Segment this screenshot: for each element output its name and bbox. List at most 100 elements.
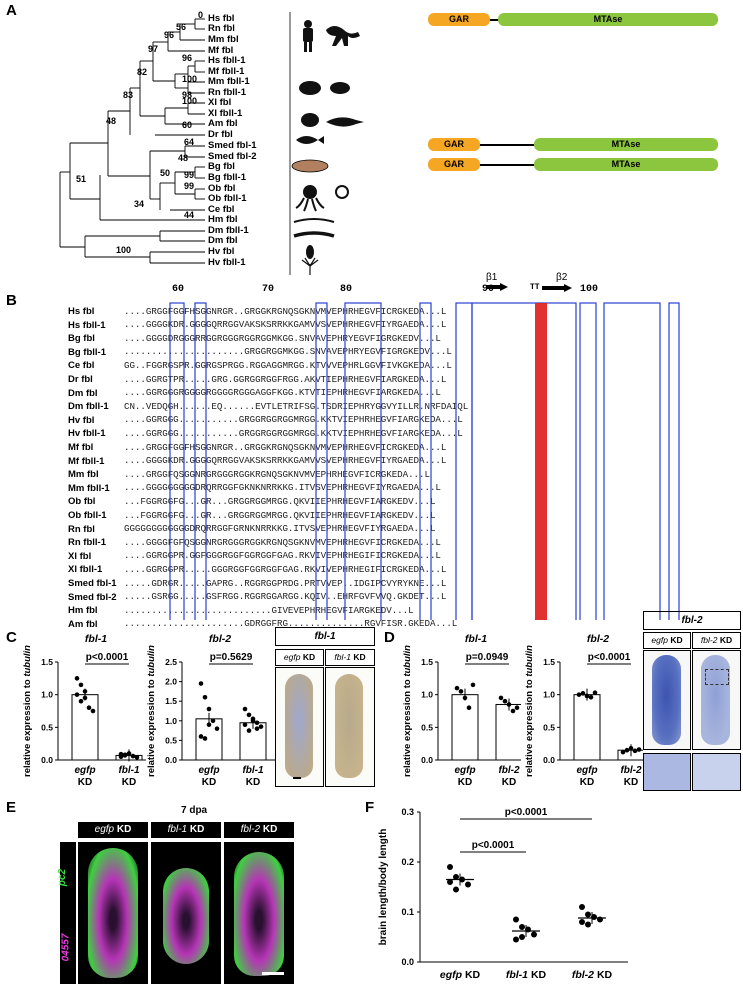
data-point bbox=[122, 753, 128, 758]
y-tick-label: 0.0 bbox=[421, 755, 433, 765]
x-category-label: egfp KD bbox=[440, 969, 481, 981]
stain-legend: pc2 04557 bbox=[57, 842, 76, 984]
hydra-silhouette-icon bbox=[301, 257, 319, 275]
sequence-row: ...FGGRGGFG...GR...GRGGRGGMRGG.QKVIIEPHR… bbox=[124, 509, 436, 521]
data-point bbox=[458, 689, 464, 694]
data-point bbox=[453, 874, 459, 880]
chart-f-brain-length: brain length/body length 0.0 0.1 0.2 0.3 egfp… bbox=[378, 807, 628, 981]
e-label-2: fbl-1 KD bbox=[151, 822, 221, 838]
planarian-fbl2-d-image bbox=[692, 650, 741, 750]
y-tick-label: 2.5 bbox=[165, 657, 177, 667]
taxon-label: Bg fbl bbox=[208, 161, 235, 172]
sequence-name: Xl fbl bbox=[68, 550, 92, 562]
image-c-label-1: egfp KD bbox=[275, 649, 324, 666]
p-value: p<0.0001 bbox=[472, 840, 515, 851]
taxon-label: Smed fbl-2 bbox=[208, 151, 257, 162]
bootstrap-value: 100 bbox=[182, 96, 197, 106]
data-point bbox=[78, 698, 84, 704]
chart-title: fbl-2 bbox=[587, 633, 609, 645]
p-value: p=0.0949 bbox=[466, 652, 509, 663]
sequence-name: Hm fbl bbox=[68, 605, 98, 617]
beta2-arrow-icon bbox=[541, 283, 572, 292]
ruler-tick: 90 bbox=[482, 284, 495, 295]
taxon-label: Mf fbl bbox=[208, 45, 234, 56]
taxon-label: Hs fbl bbox=[208, 13, 235, 24]
mtase-domain: MTAse bbox=[534, 138, 718, 151]
data-point bbox=[206, 706, 212, 712]
sequence-row: ....GGRGGG...........GRGGRGGRGGMRGG.KKTV… bbox=[124, 427, 463, 439]
e-label-3: fbl-2 KD bbox=[224, 822, 294, 838]
data-point bbox=[579, 904, 585, 910]
sequence-name: Xl fbll-1 bbox=[68, 564, 103, 576]
data-point bbox=[246, 728, 252, 733]
y-axis-label: relative expression to tubulin bbox=[146, 645, 157, 777]
chart-d-fbl1: fbl-1 relative expression to tubulin 0.0 0.… bbox=[402, 633, 521, 788]
sequence-name: Hs fbl bbox=[68, 306, 95, 317]
data-point bbox=[466, 705, 472, 711]
y-axis-label: relative expression to tubulin bbox=[402, 645, 413, 777]
taxon-label: Rn fbll-1 bbox=[208, 87, 246, 98]
data-point bbox=[498, 695, 504, 701]
data-point bbox=[214, 726, 220, 731]
bootstrap-value: 60 bbox=[182, 120, 192, 130]
sequence-name: Ob fbl bbox=[68, 496, 96, 508]
sequence-row: CN..VEDQGH......EQ......EVTLETRIFSG.TSDR… bbox=[124, 400, 469, 412]
sequence-name: Mm fbl bbox=[68, 469, 99, 481]
timepoint-label: 7 dpa bbox=[181, 805, 208, 816]
planarian-icon bbox=[291, 159, 329, 173]
beta2-label: β2 bbox=[556, 272, 568, 283]
bootstrap-value: 97 bbox=[148, 44, 158, 54]
image-d-label-2: fbl-2 KD bbox=[692, 632, 741, 649]
gar-domain: GAR bbox=[428, 138, 480, 151]
ruler-tick: 100 bbox=[580, 284, 599, 295]
sequence-name: Rn fbl bbox=[68, 523, 95, 535]
mtase-domain: MTAse bbox=[534, 158, 718, 171]
sequence-row: .....GSRGG.....GSFRGG.RGGRGGARGG.KQIV..E… bbox=[124, 591, 447, 603]
panel-label-e: E bbox=[6, 799, 17, 816]
taxon-label: Mm fbl bbox=[208, 34, 239, 45]
y-axis-label: relative expression to tubulin bbox=[22, 645, 33, 777]
sequence-row: ....GGGGDRGGGRRGGRGGGRGGRGGMKGG.SNVAVEPH… bbox=[124, 332, 441, 344]
data-point bbox=[624, 747, 630, 753]
sequence-row: ......................GDRGGFRG..........… bbox=[124, 618, 458, 630]
x-category-label: egfp bbox=[454, 765, 475, 776]
taxon-label: Smed fbl-1 bbox=[208, 140, 257, 151]
alignment-boxes bbox=[169, 302, 680, 620]
data-point bbox=[258, 724, 264, 729]
stain-magenta-label: 04557 bbox=[60, 933, 72, 962]
taxon-label: Xl fbll-1 bbox=[208, 108, 243, 119]
data-point bbox=[514, 705, 520, 711]
y-tick-label: 0.2 bbox=[401, 857, 414, 867]
bar bbox=[573, 694, 601, 761]
data-point bbox=[513, 916, 519, 923]
bootstrap-value: 100 bbox=[182, 74, 197, 84]
y-tick-label: 0.3 bbox=[401, 807, 414, 817]
octopus-silhouette-icon bbox=[303, 185, 317, 199]
data-point bbox=[74, 692, 80, 697]
mtase-domain: MTAse bbox=[498, 13, 718, 26]
y-tick-label: 1.0 bbox=[421, 690, 433, 700]
data-point bbox=[510, 708, 516, 714]
sequence-row: ....GGGGKDR.GGGGQRRGGVAKSKSRRKKGAMVVSVEP… bbox=[124, 319, 447, 331]
y-tick-label: 0.1 bbox=[401, 907, 414, 917]
data-point bbox=[636, 747, 642, 752]
image-c: fbl-1 egfp KD fbl-1 KD bbox=[275, 627, 375, 787]
taxon-label: Ob fbl bbox=[208, 183, 236, 194]
panel-label-c: C bbox=[6, 629, 17, 646]
x-category-kd: KD bbox=[624, 777, 638, 788]
y-tick-label: 2.0 bbox=[165, 677, 177, 687]
y-tick-label: 1.0 bbox=[165, 716, 177, 726]
chart-c-fbl1: fbl-1 relative expression to tubulin 0.0 0.… bbox=[22, 633, 146, 788]
image-c-title: fbl-1 bbox=[275, 627, 375, 646]
planarian-egfp-image bbox=[275, 667, 324, 787]
zoom-egfp-image bbox=[643, 753, 691, 791]
sequence-name: Ce fbl bbox=[68, 360, 95, 372]
turn-label: TT bbox=[530, 283, 540, 292]
sequence-name: Hv fbll-1 bbox=[68, 428, 106, 440]
panel-label-d: D bbox=[384, 629, 395, 646]
bootstrap-value: 51 bbox=[76, 174, 86, 184]
sequence-row: GGGGGGGGGGGGDRQRRGGFGRNKNRRKKG.ITVSVEPHR… bbox=[124, 523, 436, 535]
mouse-silhouette-icon bbox=[330, 82, 350, 94]
sequence-row: ....GGGGFGFQSGGNRGRGGGRGGKRGNQSGKNVMVEPH… bbox=[124, 536, 441, 548]
taxon-label: Dm fbll-1 bbox=[208, 225, 249, 236]
